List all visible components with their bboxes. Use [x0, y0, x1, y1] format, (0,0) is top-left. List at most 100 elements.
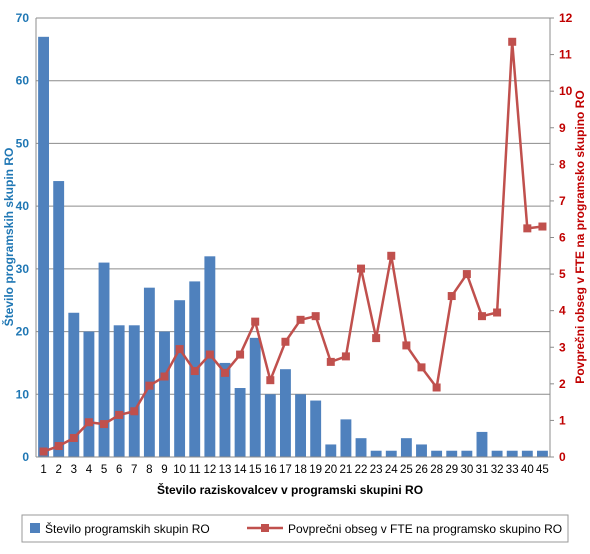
left-axis-label: Število programskih skupin RO [1, 148, 16, 327]
x-axis-ticks: 1 2 3 4 5 6 7 8 9 10 11 12 13 14 15 16 17 18 19 20 21 22 23 24 2… [40, 464, 548, 476]
x-tick-label: 29 [445, 464, 458, 476]
line-point [160, 372, 169, 381]
x-tick-label: 8 [146, 464, 152, 476]
line-point [357, 264, 366, 273]
line-point [372, 334, 381, 343]
bar [279, 369, 291, 457]
line-point [205, 350, 214, 359]
line-point [220, 368, 229, 377]
x-tick-label: 10 [173, 464, 186, 476]
bar [506, 450, 518, 457]
line-point [251, 317, 260, 326]
right-tick-label: 8 [559, 157, 566, 171]
left-tick-label: 50 [16, 136, 30, 150]
left-tick-label: 10 [16, 387, 30, 401]
bar [264, 394, 276, 457]
legend: Število programskih skupin RO Povprečni … [21, 514, 569, 543]
right-tick-label: 9 [559, 121, 566, 135]
line-point [130, 407, 139, 416]
x-tick-label: 21 [340, 464, 353, 476]
gridlines [36, 17, 550, 395]
bar [491, 450, 503, 457]
x-tick-label: 9 [161, 464, 167, 476]
bar [355, 438, 367, 457]
x-tick-label: 19 [309, 464, 322, 476]
x-tick-label: 15 [249, 464, 262, 476]
legend-bar-swatch [30, 523, 40, 533]
x-tick-label: 22 [355, 464, 368, 476]
bar [431, 450, 443, 457]
bar [83, 331, 95, 457]
bar [521, 450, 533, 457]
x-tick-label: 2 [55, 464, 61, 476]
line-point [145, 381, 154, 390]
line-point [311, 312, 320, 321]
bar [400, 438, 412, 457]
right-tick-label: 12 [559, 11, 573, 25]
bar [68, 312, 80, 457]
line-point [281, 337, 290, 346]
line-point [175, 345, 184, 354]
bar [159, 331, 170, 457]
left-axis-ticks: 0 10 20 30 40 50 60 70 [16, 11, 30, 464]
line-path [43, 40, 543, 453]
line-point [523, 224, 532, 233]
bar [143, 287, 155, 457]
line-point [447, 292, 456, 301]
right-tick-label: 1 [559, 413, 566, 427]
bar [53, 181, 65, 458]
line-point [266, 376, 275, 385]
right-axis-label: Povprečni obseg v FTE na programsko skup… [573, 90, 587, 383]
line-series [39, 37, 547, 456]
x-tick-label: 13 [219, 464, 232, 476]
line-point [477, 312, 486, 321]
right-tick-label: 3 [559, 340, 566, 354]
line-point [115, 410, 124, 419]
line-point [493, 308, 502, 317]
bar [219, 362, 231, 457]
bar-series [38, 36, 548, 458]
line-point [69, 433, 78, 442]
x-axis-label: Število raziskovalcev v programski skupi… [157, 482, 423, 497]
bar [536, 450, 548, 457]
x-tick-label: 16 [264, 464, 277, 476]
right-tick-label: 2 [559, 377, 566, 391]
bar [370, 450, 382, 457]
right-tick-label: 11 [559, 48, 572, 62]
x-tick-label: 12 [203, 464, 216, 476]
x-tick-label: 4 [86, 464, 93, 476]
x-tick-label: 6 [116, 464, 122, 476]
left-tick-label: 20 [16, 325, 30, 339]
line-point [100, 420, 109, 429]
bar [128, 325, 140, 457]
x-tick-label: 23 [370, 464, 383, 476]
line-point [508, 37, 517, 46]
bar [38, 36, 50, 458]
line-point [236, 350, 245, 359]
bar [340, 419, 352, 457]
legend-box [21, 514, 569, 543]
right-tick-label: 5 [559, 267, 566, 281]
x-tick-label: 30 [460, 464, 473, 476]
right-tick-label: 6 [559, 231, 566, 245]
bar [446, 450, 458, 457]
line-point [538, 222, 547, 231]
left-tick-label: 60 [16, 74, 30, 88]
x-tick-label: 17 [279, 464, 292, 476]
bar [295, 394, 307, 457]
left-tick-label: 70 [16, 11, 30, 25]
x-tick-label: 1 [40, 464, 46, 476]
left-tick-label: 0 [22, 450, 29, 464]
x-tick-label: 32 [491, 464, 504, 476]
x-tick-label: 14 [234, 464, 247, 476]
line-point [54, 442, 63, 451]
legend-line-marker [261, 524, 269, 532]
line-point [296, 315, 305, 324]
bar [113, 325, 125, 457]
bar [385, 450, 397, 457]
line-point [341, 352, 350, 361]
x-tick-label: 3 [71, 464, 77, 476]
x-tick-label: 5 [101, 464, 107, 476]
